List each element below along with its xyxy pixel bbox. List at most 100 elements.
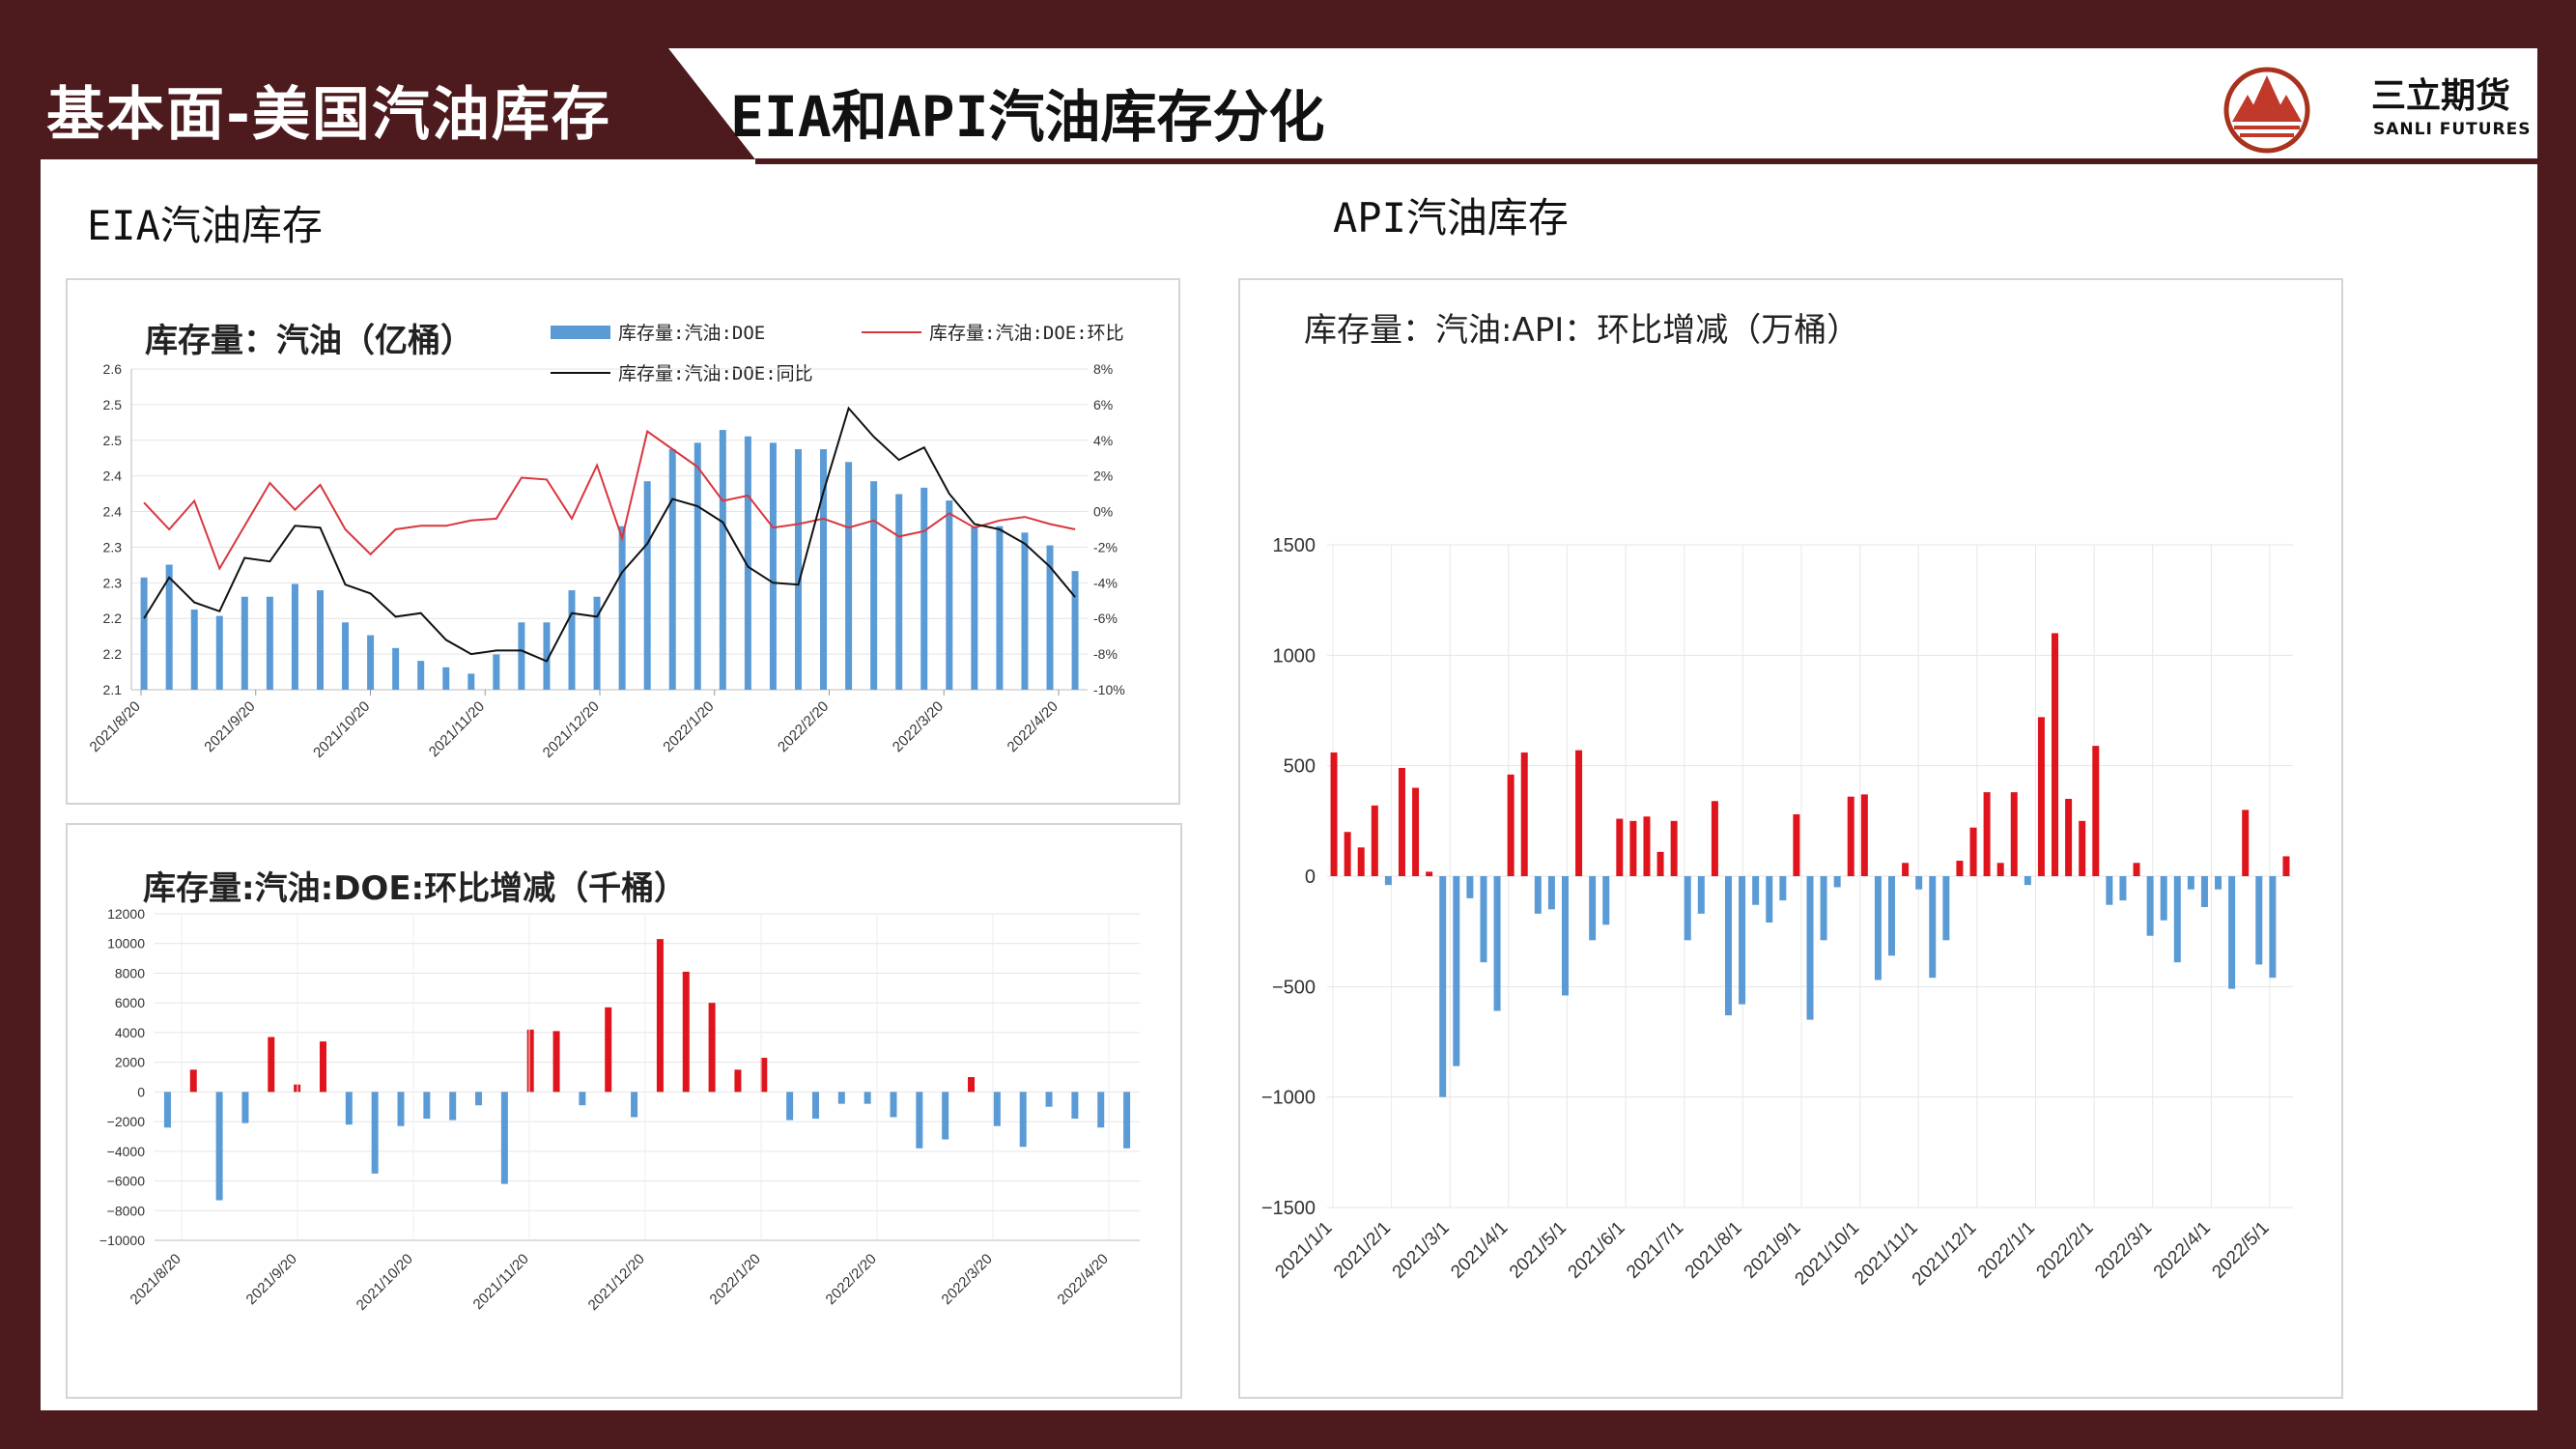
chart-title: 库存量：汽油:API：环比增减（万桶） bbox=[1304, 311, 1860, 350]
change-bar bbox=[1820, 876, 1827, 941]
change-bar bbox=[1724, 876, 1732, 1016]
x-tick-label: 2021/2/1 bbox=[1330, 1218, 1395, 1283]
stock-bar bbox=[769, 442, 777, 690]
change-bar bbox=[1589, 876, 1597, 941]
stock-bar bbox=[643, 481, 651, 690]
change-bar bbox=[1561, 876, 1569, 996]
change-bar bbox=[890, 1092, 897, 1118]
y-tick-label: 2.3 bbox=[103, 539, 123, 554]
stock-bar bbox=[1021, 532, 1029, 690]
stock-bar bbox=[971, 526, 978, 690]
chart-title: 库存量：汽油（亿桶） bbox=[145, 322, 473, 360]
x-tick-label: 2021/1/1 bbox=[1271, 1218, 1336, 1283]
y-tick-label: −10000 bbox=[99, 1233, 145, 1248]
stock-bar bbox=[417, 661, 425, 690]
y-tick-label: 2.3 bbox=[103, 575, 123, 590]
change-bar bbox=[1602, 876, 1610, 925]
change-bar bbox=[1097, 1092, 1105, 1128]
change-bar bbox=[1412, 787, 1420, 876]
change-bar bbox=[2173, 876, 2181, 963]
y-tick-label: 12000 bbox=[107, 906, 145, 922]
x-tick-label: 2022/4/20 bbox=[1055, 1251, 1112, 1308]
api-change-chart: 库存量：汽油:API：环比增减（万桶） −1500 −1000 −500 0 500 10… bbox=[1238, 278, 2343, 1399]
change-bar bbox=[760, 1058, 768, 1093]
change-bar bbox=[1806, 876, 1814, 1020]
logo-name-en: SANLI FUTURES bbox=[2373, 120, 2532, 139]
change-bar bbox=[2242, 810, 2250, 876]
company-logo: 三立期货 SANLI FUTURES bbox=[2219, 62, 2537, 158]
change-bar bbox=[1398, 767, 1405, 876]
change-bar bbox=[1860, 794, 1868, 876]
change-bar bbox=[1575, 750, 1583, 876]
change-bar bbox=[2160, 876, 2167, 921]
change-bar bbox=[2200, 876, 2208, 908]
stock-bar bbox=[367, 635, 375, 690]
change-bar bbox=[1357, 847, 1365, 876]
change-bar bbox=[1684, 876, 1691, 941]
stock-bar bbox=[442, 667, 450, 690]
y-tick-label: −8000 bbox=[107, 1203, 146, 1218]
change-bar bbox=[1453, 876, 1460, 1066]
change-bar bbox=[1847, 796, 1854, 876]
x-tick-label: 2022/1/20 bbox=[707, 1251, 764, 1308]
y-tick-label: 4000 bbox=[115, 1025, 145, 1040]
change-bar bbox=[2187, 876, 2194, 890]
stock-bar bbox=[895, 494, 903, 690]
change-bar bbox=[1344, 832, 1351, 876]
stock-bar bbox=[568, 590, 576, 690]
stock-bar bbox=[996, 526, 1004, 690]
x-tick-label: 2021/8/20 bbox=[127, 1251, 184, 1308]
stock-bar bbox=[946, 500, 953, 690]
stock-bar bbox=[140, 577, 148, 690]
x-tick-label: 2021/6/1 bbox=[1565, 1218, 1629, 1283]
eia-change-plot: −10000 −8000 −6000 −4000 −2000 0 2000 4000 6000 8… bbox=[99, 906, 1140, 1314]
change-bar bbox=[1045, 1092, 1053, 1107]
change-bar bbox=[163, 1092, 171, 1128]
change-bar bbox=[552, 1031, 560, 1093]
mountain-logo-icon bbox=[2223, 67, 2310, 154]
yoy-change-line bbox=[143, 406, 1076, 663]
stock-bar bbox=[543, 622, 551, 690]
stock-bar bbox=[845, 462, 853, 690]
change-bar bbox=[1942, 876, 1950, 941]
stock-bar bbox=[342, 622, 350, 690]
y2-tick-label: -8% bbox=[1093, 646, 1118, 662]
section-label: 基本面-美国汽油库存 bbox=[46, 81, 611, 149]
change-bar bbox=[2079, 820, 2086, 876]
stock-bar bbox=[668, 449, 676, 690]
change-bar bbox=[1915, 876, 1923, 890]
change-bar bbox=[215, 1092, 223, 1201]
change-bar bbox=[1520, 752, 1528, 876]
x-tick-label: 2022/1/1 bbox=[1974, 1218, 2039, 1283]
x-tick-label: 2022/3/20 bbox=[939, 1251, 996, 1308]
y-tick-label: −1000 bbox=[1261, 1088, 1316, 1109]
stock-bar bbox=[794, 449, 802, 690]
change-bar bbox=[863, 1092, 871, 1104]
stock-bar bbox=[593, 596, 601, 690]
y-tick-label: 2.4 bbox=[103, 469, 123, 484]
eia-stock-plot: 2.1 2.2 2.2 2.3 2.3 2.4 2.4 2.5 2.5 2.6 -10% -8% -6%… bbox=[87, 361, 1125, 761]
y-tick-label: 1500 bbox=[1273, 535, 1316, 556]
change-bar bbox=[189, 1069, 197, 1093]
change-bar bbox=[1384, 876, 1392, 886]
change-bar bbox=[2133, 863, 2140, 876]
y-tick-label: 6000 bbox=[115, 995, 145, 1010]
y-tick-label: 2000 bbox=[115, 1055, 145, 1070]
change-bar bbox=[1616, 818, 1624, 876]
stock-bar bbox=[316, 590, 324, 690]
change-bar bbox=[500, 1092, 508, 1184]
change-bar bbox=[1874, 876, 1882, 980]
y-tick-label: 2.2 bbox=[103, 646, 123, 662]
y-tick-label: 0 bbox=[137, 1084, 145, 1099]
change-bar bbox=[1493, 876, 1501, 1011]
x-tick-label: 2021/4/1 bbox=[1447, 1218, 1512, 1283]
change-bar bbox=[1929, 876, 1937, 979]
x-tick-label: 2022/1/20 bbox=[660, 698, 717, 755]
change-bar bbox=[2065, 798, 2073, 876]
y-tick-label: 2.4 bbox=[103, 504, 123, 520]
stock-bar bbox=[165, 564, 173, 690]
change-bar bbox=[968, 1077, 976, 1093]
x-tick-label: 2021/11/20 bbox=[426, 698, 488, 760]
legend-item-stock: 库存量:汽油:DOE bbox=[551, 319, 765, 345]
logo-name-cn: 三立期货 bbox=[2371, 76, 2511, 116]
